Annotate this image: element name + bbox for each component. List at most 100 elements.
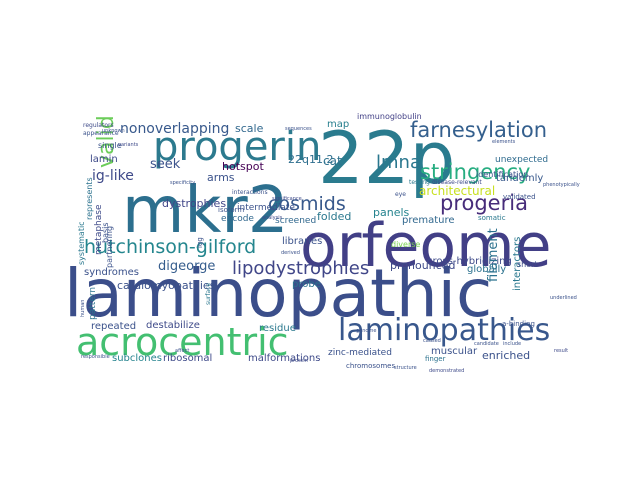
word-responsible: responsible: [81, 354, 110, 360]
word-isoform: isoform: [218, 206, 244, 214]
word-single: single: [98, 141, 122, 150]
word-a-binding: a-binding: [502, 320, 535, 328]
word-structure: structure: [394, 365, 417, 371]
word-significance: significance: [272, 196, 302, 202]
word-22p: 22p: [318, 116, 455, 200]
word-residue: residue: [259, 323, 296, 334]
word-variants: variants: [118, 142, 139, 148]
word-map: map: [327, 119, 349, 130]
word-regulators: regulators: [83, 122, 114, 129]
word-progerin: progerin: [153, 124, 321, 170]
word-lmna: lmna: [376, 152, 421, 173]
word-globally: globally: [467, 264, 506, 275]
word-partnering: partnering: [105, 226, 114, 268]
word-encode: encode: [221, 214, 254, 224]
word-caused: caused: [423, 338, 441, 344]
word-nonoverlapping: nonoverlapping: [120, 121, 229, 137]
word-eye: eye: [395, 191, 406, 198]
word-unknown: unknown: [102, 128, 125, 134]
word-chromosomes: chromosomes: [346, 362, 395, 370]
word-premature: premature: [402, 215, 455, 226]
word-screened: screened: [275, 216, 316, 226]
word-panels: panels: [373, 206, 410, 219]
word-disease-relevant: disease-relevant: [432, 179, 482, 186]
word-destabilize: destabilize: [146, 320, 200, 331]
word-lamin: lamin: [90, 154, 118, 165]
word-orfeome: orfeome: [300, 211, 551, 281]
word-diverse: diverse: [391, 240, 420, 249]
word-filament: filament: [486, 228, 501, 282]
word-cardiomyopathies: cardiomyopathies: [117, 279, 216, 292]
word-affect: affect: [175, 348, 189, 354]
word-cat: cat: [323, 154, 342, 168]
word-basis: basis: [101, 222, 110, 243]
word-elements: elements: [492, 139, 516, 145]
word-derived: derived: [281, 250, 300, 256]
word-interactions: interactions: [232, 189, 268, 196]
word-appearance: appearance: [83, 130, 119, 137]
word-laminopathies: laminopathies: [338, 313, 550, 348]
word-hutchinson-gilford: hutchinson-gilford: [84, 236, 256, 258]
word-cross-hybridizing: cross-hybridizing: [427, 256, 512, 267]
word-zinc-mediated: zinc-mediated: [328, 348, 392, 358]
word-underlined: underlined: [550, 295, 577, 301]
word-result: result: [554, 348, 568, 354]
word-enriched: enriched: [482, 349, 530, 362]
word-subclones: subclones: [112, 353, 162, 364]
word-genome: genome: [356, 328, 376, 334]
word-phenotypically: phenotypically: [543, 182, 580, 188]
word-lipodystrophies: lipodystrophies: [232, 258, 369, 279]
word-immunoglobulin: immunoglobulin: [357, 112, 422, 121]
word-demonstrated: demonstrated: [429, 368, 464, 374]
word-folded: folded: [317, 210, 351, 223]
word-seek: seek: [150, 157, 181, 172]
word-igg: igg: [196, 237, 204, 248]
word-include: include: [503, 341, 521, 347]
word-22q11-2: 22q11.2: [288, 153, 333, 166]
word-identification: identification: [476, 170, 528, 179]
word-laminopathic: laminopathic: [64, 255, 492, 332]
word-finger: finger: [425, 355, 446, 363]
word-sequences: sequences: [285, 126, 312, 132]
word-libraries: libraries: [282, 236, 322, 247]
word-short: short: [517, 260, 538, 269]
word-testing: testing: [409, 179, 430, 186]
word-progeria: progeria: [440, 191, 528, 215]
word-ribosomal: ribosomal: [163, 353, 212, 364]
word-scale: scale: [235, 122, 264, 135]
word-validated: validated: [503, 193, 536, 201]
word-somatic: somatic: [478, 214, 506, 222]
word-arms: arms: [207, 171, 235, 184]
word-human: human: [80, 300, 86, 317]
word-specificity: specificity: [170, 180, 195, 186]
word-muscular: muscular: [431, 346, 478, 357]
word-repeated: repeated: [91, 321, 136, 332]
word-stringency: stringency: [420, 160, 531, 184]
word-farnesylation: farnesylation: [410, 118, 547, 142]
word-cosmids: cosmids: [268, 193, 346, 215]
word-represents: represents: [85, 177, 94, 220]
word-digeorge: digeorge: [158, 259, 215, 274]
word-pronounced: pronounced: [390, 259, 455, 272]
word-acrocentric: acrocentric: [76, 320, 289, 364]
word-syndromes: syndromes: [84, 267, 139, 278]
word-malformations: malformations: [248, 353, 320, 364]
word-tandemly: tandemly: [496, 173, 543, 184]
word-architectural: architectural: [419, 184, 495, 198]
word-ig-like: ig-like: [92, 168, 134, 184]
word-interactors: interactors: [512, 237, 523, 291]
word-valid: valid: [94, 115, 119, 168]
word-pattern: pattern: [88, 287, 98, 320]
word-hotspot: hotspot: [222, 160, 264, 173]
word-intermediate: intermediate: [237, 203, 295, 213]
word-protein: protein: [290, 358, 308, 364]
word-dystrophies: dystrophies: [162, 197, 226, 210]
word-metaphase: metaphase: [94, 204, 104, 255]
word-unexpected: unexpected: [495, 155, 548, 165]
word-candidate: candidate: [474, 341, 499, 347]
word-probe: probe: [292, 279, 321, 290]
word-systematic: systematic: [77, 221, 86, 265]
word-mkr2: mkr2: [122, 174, 288, 248]
word-analysis: analysis: [262, 215, 283, 221]
